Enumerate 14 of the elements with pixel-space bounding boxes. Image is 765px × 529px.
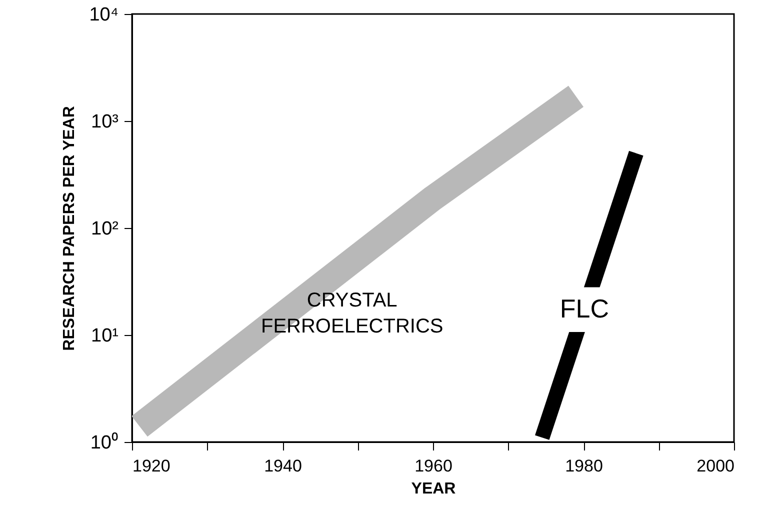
- x-tick-label: 1920: [132, 456, 170, 476]
- y-tick-label: 10⁴: [89, 4, 118, 26]
- x-tick-label: 1960: [414, 456, 452, 476]
- y-axis-title: RESEARCH PAPERS PER YEAR: [61, 106, 78, 351]
- x-axis-title: YEAR: [411, 480, 456, 498]
- series-label: FLC: [560, 294, 610, 324]
- series-label: CRYSTAL FERROELECTRICS: [260, 290, 444, 338]
- x-tick-label: 2000: [696, 456, 734, 476]
- y-tick-label: 10³: [91, 112, 118, 132]
- y-tick-label: 10⁰: [90, 432, 118, 454]
- x-tick-label: 1980: [565, 456, 603, 476]
- y-tick-label: 10²: [91, 218, 118, 240]
- x-tick-label: 1940: [264, 456, 302, 476]
- y-tick-label: 10¹: [91, 326, 118, 346]
